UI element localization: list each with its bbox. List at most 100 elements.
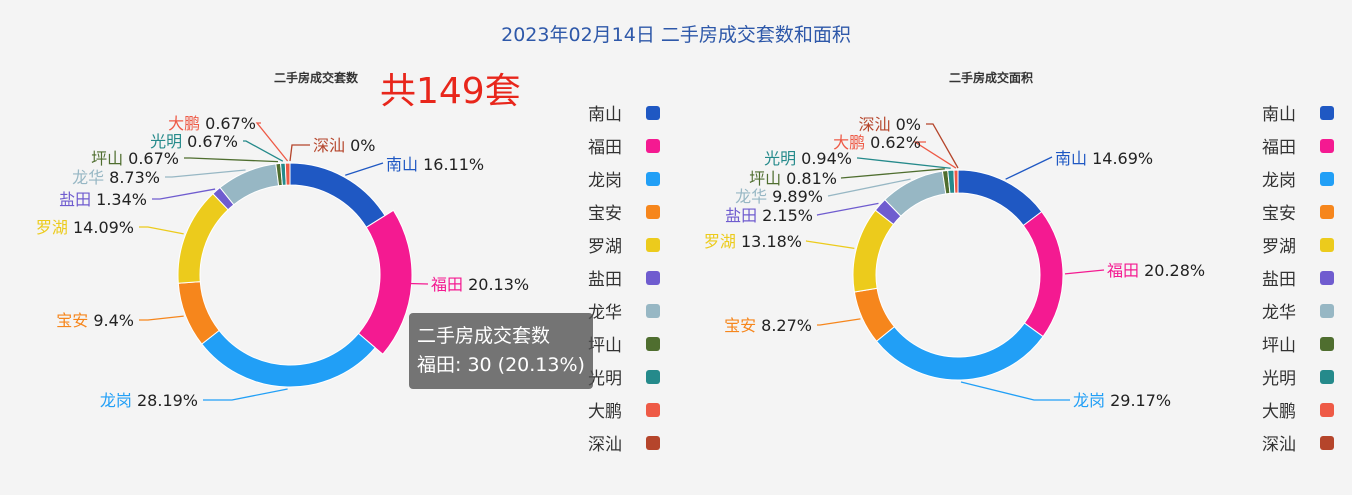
- slice-label-0-光明: 光明 0.67%: [150, 132, 238, 151]
- legend-swatch: [646, 171, 660, 186]
- slice-1-福田[interactable]: [1022, 210, 1064, 338]
- legend-item-宝安[interactable]: 宝安: [1262, 195, 1334, 228]
- slice-1-龙岗[interactable]: [875, 322, 1044, 381]
- legend-label: 罗湖: [1262, 237, 1296, 257]
- slice-label-0-南山: 南山 16.11%: [386, 155, 484, 174]
- legend-swatch: [646, 369, 660, 384]
- legend-swatch: [646, 336, 660, 351]
- legend-item-宝安[interactable]: 宝安: [588, 195, 660, 228]
- legend-label: 坪山: [588, 336, 622, 356]
- slice-0-龙岗[interactable]: [201, 329, 376, 388]
- label-line-1-龙岗: [960, 381, 1070, 401]
- label-line-0-深汕: [289, 144, 310, 162]
- legend-label: 南山: [588, 105, 622, 125]
- slice-label-0-宝安: 宝安 9.4%: [56, 311, 134, 330]
- slice-0-龙华[interactable]: [219, 163, 280, 206]
- slice-label-0-龙岗: 龙岗 28.19%: [100, 391, 198, 410]
- slice-0-罗湖[interactable]: [177, 193, 229, 284]
- slice-1-大鹏[interactable]: [953, 169, 959, 194]
- legend-label: 南山: [1262, 105, 1296, 125]
- slice-label-0-福田: 福田 20.13%: [431, 275, 529, 294]
- slice-label-1-大鹏: 大鹏 0.62%: [833, 133, 921, 152]
- legend-item-龙华[interactable]: 龙华: [1262, 294, 1334, 327]
- legend-item-福田[interactable]: 福田: [1262, 129, 1334, 162]
- legend-item-深汕[interactable]: 深汕: [588, 426, 660, 459]
- legend-label: 光明: [1262, 369, 1296, 389]
- legend-label: 福田: [588, 138, 622, 158]
- legend-swatch: [646, 138, 660, 153]
- slice-label-0-大鹏: 大鹏 0.67%: [168, 114, 256, 133]
- slice-label-1-龙岗: 龙岗 29.17%: [1073, 391, 1171, 410]
- legend-item-光明[interactable]: 光明: [588, 360, 660, 393]
- legend-item-光明[interactable]: 光明: [1262, 360, 1334, 393]
- slice-0-福田[interactable]: [357, 209, 413, 355]
- legend-label: 大鹏: [588, 402, 622, 422]
- tooltip-title: 二手房成交套数: [417, 325, 551, 347]
- slice-label-1-光明: 光明 0.94%: [764, 149, 852, 168]
- legend-swatch: [646, 435, 660, 450]
- label-line-0-坪山: [184, 157, 279, 163]
- label-line-0-罗湖: [139, 226, 184, 235]
- legend-swatch: [1320, 303, 1334, 318]
- slice-0-南山[interactable]: [289, 162, 386, 228]
- legend-item-福田[interactable]: 福田: [588, 129, 660, 162]
- legend-swatch: [1320, 204, 1334, 219]
- legend-item-罗湖[interactable]: 罗湖: [1262, 228, 1334, 261]
- legend-swatch: [1320, 138, 1334, 153]
- legend-swatch: [1320, 336, 1334, 351]
- slice-label-0-盐田: 盐田 1.34%: [59, 190, 147, 209]
- legend-item-盐田[interactable]: 盐田: [1262, 261, 1334, 294]
- right-legend: 南山福田龙岗宝安罗湖盐田龙华坪山光明大鹏深汕: [1262, 96, 1334, 459]
- slice-label-0-罗湖: 罗湖 14.09%: [36, 218, 134, 237]
- label-line-0-大鹏: [255, 122, 289, 162]
- legend-item-罗湖[interactable]: 罗湖: [588, 228, 660, 261]
- slice-label-1-南山: 南山 14.69%: [1055, 149, 1153, 168]
- slice-0-大鹏[interactable]: [284, 162, 291, 186]
- legend-item-深汕[interactable]: 深汕: [1262, 426, 1334, 459]
- total-count-label: 共149套: [380, 71, 521, 112]
- right-chart-subtitle: 二手房成交面积: [948, 71, 1033, 85]
- chart-title: 2023年02月14日 二手房成交套数和面积: [501, 24, 851, 46]
- left-legend: 南山福田龙岗 宝安 罗湖盐田龙华坪山光明大鹏深汕: [588, 96, 660, 459]
- legend-item-龙岗[interactable]: 龙岗: [588, 162, 660, 195]
- label-line-1-光明: [857, 157, 951, 169]
- legend-label: 盐田: [1262, 270, 1296, 290]
- legend-item-坪山[interactable]: 坪山: [588, 327, 660, 360]
- slice-label-1-坪山: 坪山 0.81%: [749, 169, 837, 188]
- legend-item-龙华[interactable]: 龙华: [588, 294, 660, 327]
- slice-0-宝安[interactable]: [177, 281, 220, 345]
- legend-item-大鹏[interactable]: 大鹏: [588, 393, 660, 426]
- label-line-1-深汕: [926, 123, 959, 169]
- slice-label-1-龙华: 龙华 9.89%: [735, 187, 823, 206]
- label-line-0-南山: [345, 162, 384, 176]
- legend-swatch: [646, 105, 660, 120]
- legend-swatch: [1320, 270, 1334, 285]
- legend-swatch: [1320, 171, 1334, 186]
- slice-1-龙华[interactable]: [884, 170, 947, 217]
- legend-label: 盐田: [588, 270, 622, 290]
- legend-item-龙岗[interactable]: 龙岗: [1262, 162, 1334, 195]
- label-line-1-南山: [1005, 156, 1053, 180]
- legend-label: 坪山: [1262, 336, 1296, 356]
- legend-swatch: [1320, 105, 1334, 120]
- label-line-1-盐田: [816, 202, 879, 216]
- legend-label: 龙华: [588, 303, 622, 323]
- legend-label: 宝安: [1262, 204, 1296, 224]
- slice-label-1-深汕: 深汕 0%: [859, 115, 921, 134]
- legend-label: 大鹏: [1262, 402, 1296, 422]
- slice-1-罗湖[interactable]: [852, 209, 895, 293]
- legend-item-南山[interactable]: 南山: [1262, 96, 1334, 129]
- legend-swatch: [1320, 402, 1334, 417]
- tooltip: 二手房成交套数 福田: 30 (20.13%): [409, 313, 593, 389]
- legend-item-坪山[interactable]: 坪山: [1262, 327, 1334, 360]
- legend-label: 福田: [1262, 138, 1296, 158]
- legend-swatch: [1320, 435, 1334, 450]
- label-line-0-宝安: [139, 315, 184, 321]
- slice-1-南山[interactable]: [957, 169, 1043, 227]
- legend-item-大鹏[interactable]: 大鹏: [1262, 393, 1334, 426]
- label-line-1-坪山: [840, 168, 945, 179]
- label-line-0-福田: [403, 282, 429, 285]
- legend-item-南山[interactable]: 南山: [588, 96, 660, 129]
- label-line-0-龙岗: [203, 388, 288, 401]
- legend-item-盐田[interactable]: 盐田: [588, 261, 660, 294]
